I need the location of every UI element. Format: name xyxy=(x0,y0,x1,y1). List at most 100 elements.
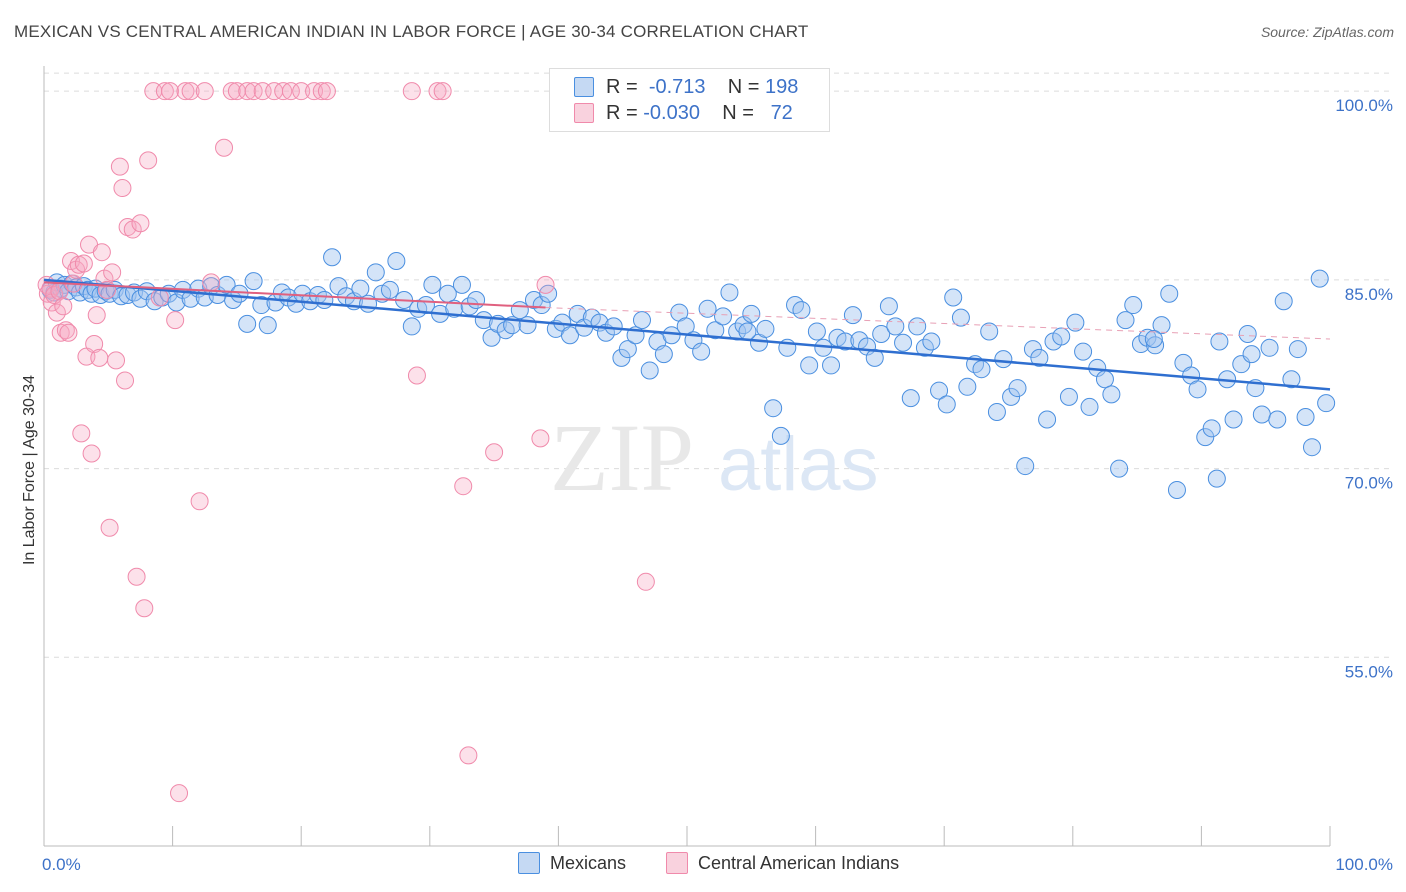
r-value: -0.030 xyxy=(643,101,700,124)
point-mexicans xyxy=(1260,338,1279,357)
point-central-american-indians xyxy=(161,82,180,101)
point-mexicans xyxy=(958,377,977,396)
point-mexicans xyxy=(1224,410,1243,429)
point-mexicans xyxy=(1207,469,1226,488)
point-central-american-indians xyxy=(72,424,91,443)
point-central-american-indians xyxy=(202,273,221,292)
point-mexicans xyxy=(872,324,891,343)
y-tick-label: 55.0% xyxy=(1345,662,1393,681)
point-mexicans xyxy=(1102,385,1121,404)
point-central-american-indians xyxy=(281,82,300,101)
point-central-american-indians xyxy=(127,567,146,586)
point-mexicans xyxy=(131,289,150,308)
point-central-american-indians xyxy=(312,82,331,101)
r-value: -0.713 xyxy=(648,75,706,98)
point-mexicans xyxy=(1023,340,1042,359)
point-mexicans xyxy=(1066,313,1085,332)
point-mexicans xyxy=(1016,457,1035,476)
point-mexicans xyxy=(632,311,651,330)
point-central-american-indians xyxy=(103,263,122,282)
point-central-american-indians xyxy=(74,254,93,273)
r-label: R = xyxy=(606,75,638,98)
point-central-american-indians xyxy=(87,306,106,325)
n-value: 72 xyxy=(770,101,793,124)
trend-lines xyxy=(43,278,1331,391)
legend-item-mexicans[interactable]: Mexicans xyxy=(518,852,626,874)
legend-row-mexicans: R = -0.713 N = 198 xyxy=(574,75,798,99)
point-mexicans xyxy=(944,288,963,307)
point-mexicans xyxy=(612,348,631,367)
point-mexicans xyxy=(244,272,263,291)
point-mexicans xyxy=(879,297,898,316)
point-mexicans xyxy=(252,296,271,315)
point-mexicans xyxy=(994,350,1013,369)
point-mexicans xyxy=(1274,292,1293,311)
point-central-american-indians xyxy=(135,599,154,618)
point-mexicans xyxy=(1296,408,1315,426)
point-mexicans xyxy=(518,316,537,335)
point-mexicans xyxy=(230,284,249,303)
point-mexicans xyxy=(980,322,999,341)
point-mexicans xyxy=(1008,379,1027,398)
point-mexicans xyxy=(698,299,717,318)
point-central-american-indians xyxy=(485,443,504,462)
point-mexicans xyxy=(822,356,841,375)
axes xyxy=(43,66,1331,847)
point-mexicans xyxy=(1282,370,1301,389)
point-mexicans xyxy=(1002,387,1021,406)
point-mexicans xyxy=(792,301,811,320)
point-mexicans xyxy=(452,275,471,294)
point-mexicans xyxy=(951,308,970,327)
point-central-american-indians xyxy=(190,492,209,511)
tick-labels: 55.0% 70.0% 85.0% 100.0% 0.0% 100.0% xyxy=(42,96,1393,874)
point-central-american-indians xyxy=(56,321,75,340)
point-mexicans xyxy=(640,361,659,380)
point-mexicans xyxy=(217,275,236,294)
point-mexicans xyxy=(908,317,927,336)
point-mexicans xyxy=(886,317,905,336)
point-mexicans xyxy=(1138,328,1157,347)
point-mexicans xyxy=(1288,340,1307,359)
point-mexicans xyxy=(532,296,551,315)
y-tick-label: 100.0% xyxy=(1335,96,1393,115)
point-central-american-indians xyxy=(531,429,550,448)
point-mexicans xyxy=(930,381,949,400)
point-mexicans xyxy=(1317,394,1336,413)
point-central-american-indians xyxy=(110,157,129,176)
watermark: ZIP atlas xyxy=(550,404,879,511)
point-mexicans xyxy=(1160,284,1179,303)
point-mexicans xyxy=(843,306,862,325)
point-mexicans xyxy=(1052,327,1071,346)
point-central-american-indians xyxy=(107,351,126,370)
point-mexicans xyxy=(972,360,991,379)
point-mexicans xyxy=(1242,345,1261,364)
point-central-american-indians xyxy=(90,348,109,367)
point-mexicans xyxy=(1188,380,1207,399)
point-mexicans xyxy=(764,399,783,418)
point-central-american-indians xyxy=(139,151,158,170)
point-mexicans xyxy=(1167,480,1186,499)
point-central-american-indians xyxy=(433,82,452,101)
point-mexicans xyxy=(922,332,941,351)
point-central-american-indians xyxy=(113,179,132,198)
point-mexicans xyxy=(756,319,775,338)
legend-label: Central American Indians xyxy=(698,852,900,873)
point-central-american-indians xyxy=(176,82,195,101)
point-mexicans xyxy=(1268,410,1287,429)
legend-row-central-american-indians: R = -0.030 N = 72 xyxy=(574,101,793,125)
point-mexicans xyxy=(894,333,913,352)
legend-item-central-american-indians[interactable]: Central American Indians xyxy=(666,852,899,874)
point-mexicans xyxy=(467,291,486,309)
n-label: N = xyxy=(722,101,754,124)
point-mexicans xyxy=(1310,269,1329,288)
point-central-american-indians xyxy=(155,82,174,101)
point-central-american-indians xyxy=(181,82,200,101)
point-mexicans xyxy=(238,314,257,333)
y-tick-label: 85.0% xyxy=(1345,285,1393,304)
point-central-american-indians xyxy=(38,284,57,303)
trend-line-central-american-indians-dashed xyxy=(545,307,1331,340)
point-central-american-indians xyxy=(222,82,241,101)
n-value: 198 xyxy=(765,75,799,98)
point-central-american-indians xyxy=(428,82,447,101)
